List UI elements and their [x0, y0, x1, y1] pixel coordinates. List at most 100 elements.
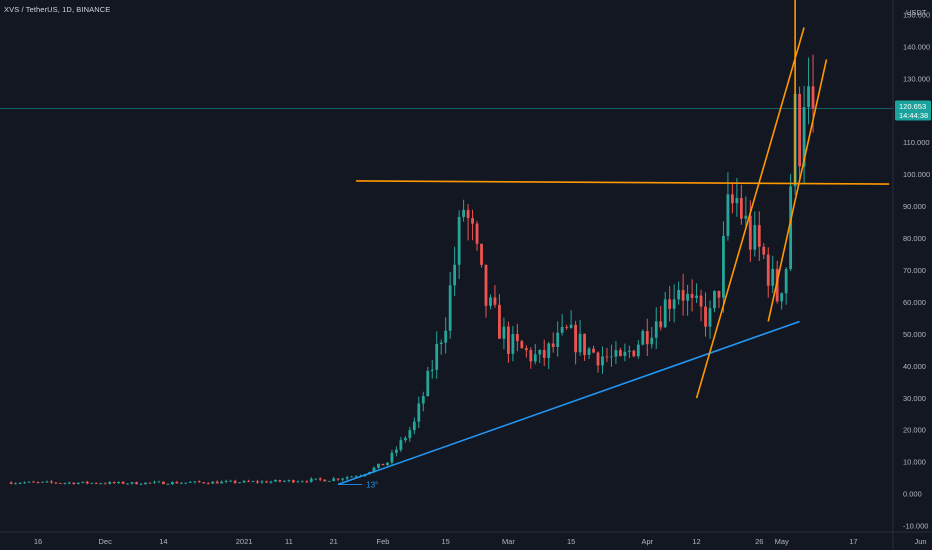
candle: [807, 57, 810, 125]
candle: [515, 323, 519, 352]
candle-body: [45, 481, 49, 483]
candle: [197, 480, 201, 483]
candle: [112, 481, 116, 484]
candle-body: [560, 327, 564, 333]
candle: [206, 482, 210, 485]
candle-body: [76, 482, 80, 485]
candle: [663, 291, 667, 328]
candle-body: [408, 430, 412, 439]
candle: [466, 203, 470, 241]
candle: [636, 340, 640, 359]
candle-body: [314, 478, 318, 480]
candle-body: [233, 480, 237, 483]
candle: [14, 482, 17, 485]
candle: [54, 482, 58, 485]
time-tick-label: Apr: [641, 537, 653, 546]
candle-body: [520, 341, 524, 349]
price-tick-label: 100.000: [903, 170, 930, 179]
candle-body: [471, 218, 474, 224]
candle: [560, 314, 564, 336]
candle: [596, 351, 600, 373]
candle-body: [641, 331, 645, 345]
candle: [220, 480, 224, 484]
candle-body: [188, 482, 192, 483]
candle-body: [596, 352, 600, 366]
price-tick-label: 60.000: [903, 298, 926, 307]
candle-body: [574, 324, 577, 353]
candle: [708, 300, 712, 339]
candle: [412, 417, 416, 435]
candle-body: [578, 333, 582, 353]
candle-body: [32, 481, 35, 483]
candle-body: [502, 326, 506, 339]
candle: [193, 481, 197, 484]
candle-body: [336, 478, 340, 480]
candle-body: [695, 295, 698, 299]
candle-body: [744, 215, 748, 219]
candle: [766, 247, 770, 298]
time-axis: 16 Dec 14 2021 11 21 Feb 15 Mar 15 Apr 12 26 May 17 Jun: [0, 531, 932, 546]
candle: [493, 285, 497, 308]
candle: [645, 318, 649, 356]
candle: [583, 333, 586, 361]
price-tick-label: 130.000: [903, 74, 930, 83]
candle: [135, 481, 138, 485]
candle: [654, 307, 658, 350]
candle-body: [395, 449, 398, 453]
time-tick-label: Mar: [502, 537, 515, 546]
candle-body: [242, 480, 246, 483]
candle-body: [587, 348, 591, 356]
candle: [247, 479, 250, 483]
candle-body: [323, 479, 327, 482]
candle: [739, 184, 743, 225]
candle-body: [99, 483, 103, 485]
candle: [318, 477, 322, 482]
candle-body: [14, 483, 17, 485]
candle-body: [162, 481, 165, 485]
candle-body: [121, 481, 125, 484]
candle: [762, 243, 766, 260]
candle-body: [753, 225, 757, 250]
time-tick-label: 2021: [236, 537, 253, 546]
candle-body: [663, 299, 667, 328]
candle: [507, 321, 510, 363]
candle-body: [206, 483, 210, 484]
candle-body: [90, 482, 94, 484]
candle-body: [108, 482, 112, 484]
candle-body: [444, 330, 448, 343]
candle: [211, 480, 215, 484]
candle-body: [757, 225, 761, 247]
candle: [300, 480, 304, 483]
candle-body: [112, 482, 116, 484]
candle-body: [533, 354, 537, 362]
candle-body: [305, 481, 309, 483]
candle: [757, 211, 761, 261]
candle-body: [81, 481, 85, 483]
candle-body: [654, 321, 658, 338]
candle: [18, 482, 22, 485]
candle: [327, 480, 331, 482]
candle-body: [762, 246, 766, 255]
candle: [9, 481, 13, 485]
candle-body: [708, 308, 712, 327]
candle: [171, 481, 174, 485]
candle: [448, 272, 452, 339]
candle: [256, 479, 259, 484]
candle-body: [775, 268, 779, 302]
candle-body: [144, 482, 147, 485]
candle: [63, 482, 67, 485]
time-tick-label: 15: [567, 537, 575, 546]
angle-label: 13°: [366, 480, 378, 489]
candle-body: [175, 482, 179, 484]
candle-body: [130, 482, 134, 484]
price-tick-label: 140.000: [903, 42, 930, 51]
candle-body: [381, 463, 385, 466]
candle: [798, 86, 801, 180]
candle-body: [547, 343, 551, 358]
candle: [542, 339, 546, 366]
candle-body: [704, 306, 707, 327]
candle-body: [619, 350, 622, 356]
candle: [641, 329, 645, 346]
